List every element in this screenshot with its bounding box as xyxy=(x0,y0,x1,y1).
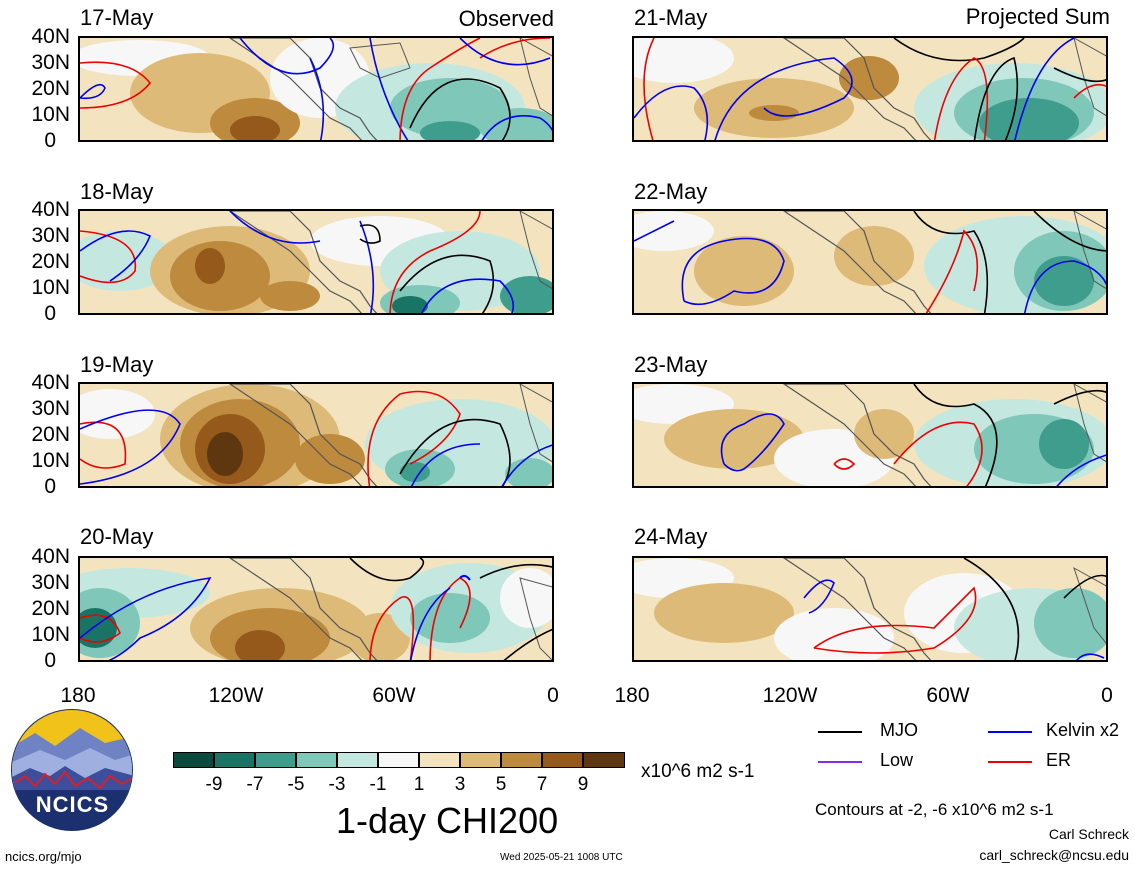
colorbar-box xyxy=(378,752,419,768)
colorbar-tick-label: -7 xyxy=(246,774,264,795)
y-tick-label: 20N xyxy=(31,250,70,273)
y-tick-label: 20N xyxy=(31,77,70,100)
observed-label: Observed xyxy=(458,6,554,31)
colorbar-tick-label: 7 xyxy=(536,774,548,795)
colorbar-tick-label: -9 xyxy=(205,774,223,795)
panel-date-label: 19-May xyxy=(80,352,154,377)
colorbar-tick-label: 3 xyxy=(454,774,466,795)
y-tick-label: 10N xyxy=(31,103,70,126)
chi200-field xyxy=(634,384,1106,486)
y-tick-label: 0 xyxy=(44,649,56,672)
colorbar-tick-label: 9 xyxy=(577,774,589,795)
x-tick-label: 0 xyxy=(547,684,559,707)
map-panel-23-may xyxy=(632,382,1108,488)
map-panel-19-may xyxy=(78,382,554,488)
colorbar-title: 1-day CHI200 xyxy=(336,800,559,841)
panel-date-label: 18-May xyxy=(80,179,154,204)
map-panel-21-may xyxy=(632,36,1108,142)
legend-label-kelvin: Kelvin x2 xyxy=(1046,720,1120,740)
x-tick-label: 180 xyxy=(614,684,650,707)
colorbar-tick-label: 1 xyxy=(413,774,425,795)
map-panel-18-may xyxy=(78,209,554,315)
chi200-field xyxy=(80,384,552,486)
x-tick-label: 60W xyxy=(926,684,970,707)
author-name: Carl Schreck xyxy=(1048,826,1129,842)
panel-date-label: 24-May xyxy=(634,524,708,549)
y-tick-label: 10N xyxy=(31,623,70,646)
ncics-logo-text: NCICS xyxy=(35,792,110,817)
colorbar-box xyxy=(542,752,583,768)
y-tick-label: 20N xyxy=(31,597,70,620)
panel-date-label: 17-May xyxy=(80,5,154,30)
chi200-field xyxy=(634,211,1106,313)
colorbar-box xyxy=(501,752,542,768)
legend-swatch-mjo xyxy=(818,731,862,733)
y-tick-label: 0 xyxy=(44,129,56,152)
legend-swatch-er xyxy=(988,761,1032,763)
colorbar-box xyxy=(460,752,501,768)
x-tick-label: 0 xyxy=(1101,684,1113,707)
colorbar-tick-label: -3 xyxy=(328,774,346,795)
colorbar-box xyxy=(419,752,460,768)
chi200-field xyxy=(80,558,552,660)
legend-label-mjo: MJO xyxy=(880,720,918,740)
map-panel-20-may xyxy=(78,556,554,662)
colorbar-tick-label: -1 xyxy=(369,774,387,795)
colorbar-units: x10^6 m2 s-1 xyxy=(641,761,755,782)
panel-date-label: 23-May xyxy=(634,352,708,377)
colorbar-box xyxy=(583,752,625,768)
y-tick-label: 40N xyxy=(31,198,70,221)
chi200-field xyxy=(80,211,552,313)
projected-sum-label: Projected Sum xyxy=(965,4,1110,29)
y-tick-label: 20N xyxy=(31,423,70,446)
x-tick-label: 120W xyxy=(762,684,818,707)
chi200-field xyxy=(634,38,1106,140)
y-tick-label: 30N xyxy=(31,397,70,420)
colorbar-tick-label: -5 xyxy=(287,774,305,795)
y-tick-label: 0 xyxy=(44,302,56,325)
y-tick-label: 30N xyxy=(31,51,70,74)
colorbar-box xyxy=(173,752,214,768)
map-panel-17-may xyxy=(78,36,554,142)
author-email: carl_schreck@ncsu.edu xyxy=(979,847,1129,863)
panel-date-label: 21-May xyxy=(634,5,708,30)
contours-note: Contours at -2, -6 x10^6 m2 s-1 xyxy=(815,800,1054,819)
map-panel-24-may xyxy=(632,556,1108,662)
x-tick-label: 120W xyxy=(208,684,264,707)
colorbar-box xyxy=(255,752,296,768)
y-tick-label: 40N xyxy=(31,371,70,394)
legend-label-er: ER xyxy=(1046,750,1072,770)
site-link[interactable]: ncics.org/mjo xyxy=(5,849,82,864)
chi200-field xyxy=(634,558,1106,660)
colorbar-tick-label: 5 xyxy=(495,774,507,795)
y-tick-label: 30N xyxy=(31,224,70,247)
x-tick-label: 60W xyxy=(372,684,416,707)
y-tick-label: 10N xyxy=(31,449,70,472)
y-tick-label: 0 xyxy=(44,475,56,498)
panel-date-label: 22-May xyxy=(634,179,708,204)
ncics-logo-icon xyxy=(11,709,133,831)
legend-label-low: Low xyxy=(880,750,914,770)
legend-swatch-kelvin xyxy=(988,731,1032,733)
colorbar-box xyxy=(337,752,378,768)
x-tick-label: 180 xyxy=(60,684,96,707)
y-tick-label: 10N xyxy=(31,276,70,299)
colorbar-box xyxy=(296,752,337,768)
panel-date-label: 20-May xyxy=(80,524,154,549)
y-tick-label: 30N xyxy=(31,571,70,594)
y-tick-label: 40N xyxy=(31,545,70,568)
chi200-field xyxy=(80,38,552,140)
map-panel-22-may xyxy=(632,209,1108,315)
colorbar-box xyxy=(214,752,255,768)
ncics-logo: NCICS xyxy=(10,708,135,833)
legend-swatch-low xyxy=(818,761,862,763)
timestamp: Wed 2025-05-21 1008 UTC xyxy=(500,852,623,863)
y-tick-label: 40N xyxy=(31,25,70,48)
